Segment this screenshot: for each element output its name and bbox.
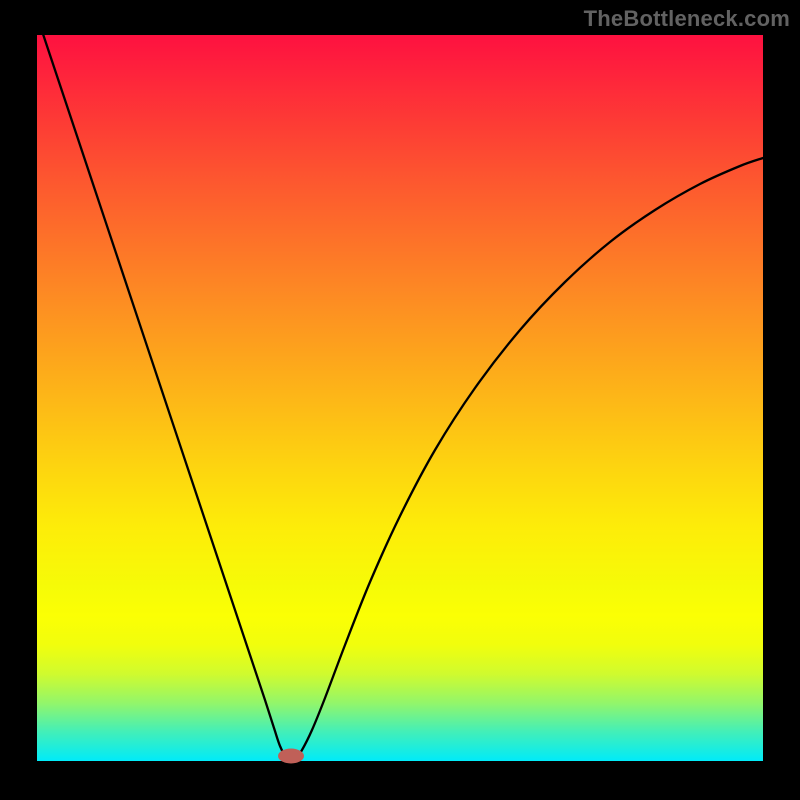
chart-frame: TheBottleneck.com	[0, 0, 800, 800]
gradient-background	[37, 35, 763, 761]
bottleneck-curve-chart	[0, 0, 800, 800]
watermark-text: TheBottleneck.com	[584, 6, 790, 32]
optimal-point-marker	[278, 749, 304, 764]
